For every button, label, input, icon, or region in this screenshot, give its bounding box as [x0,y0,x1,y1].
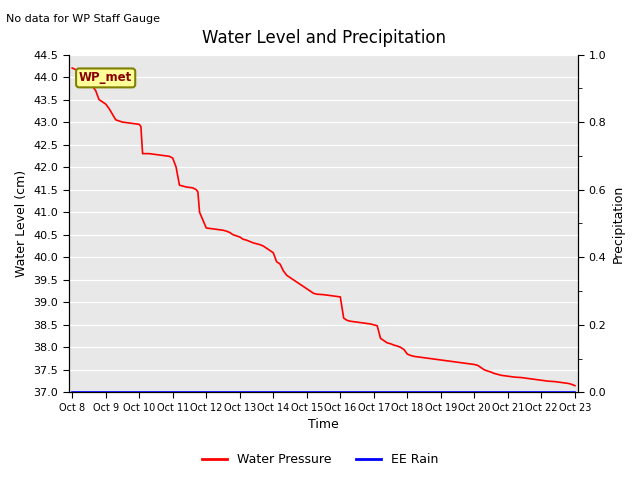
X-axis label: Time: Time [308,419,339,432]
Text: WP_met: WP_met [79,72,132,84]
Y-axis label: Water Level (cm): Water Level (cm) [15,170,28,277]
Title: Water Level and Precipitation: Water Level and Precipitation [202,29,445,48]
Legend: Water Pressure, EE Rain: Water Pressure, EE Rain [196,448,444,471]
Text: No data for WP Staff Gauge: No data for WP Staff Gauge [6,14,161,24]
Y-axis label: Precipitation: Precipitation [612,184,625,263]
